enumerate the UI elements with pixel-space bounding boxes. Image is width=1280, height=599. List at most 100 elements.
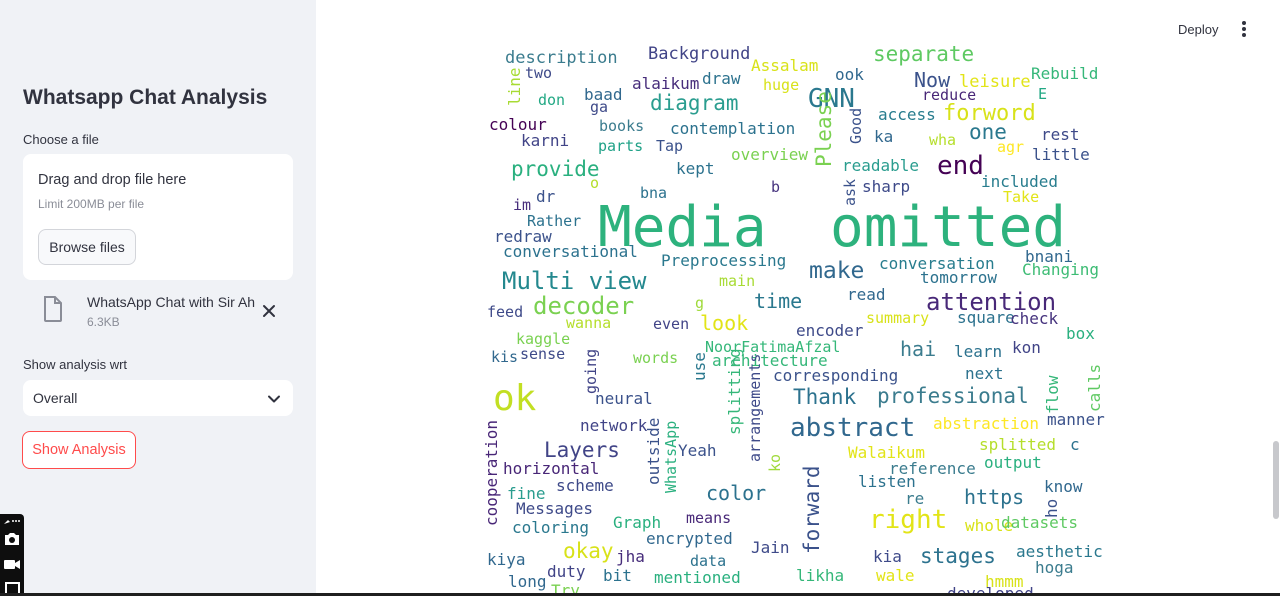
sidebar: Whatsapp Chat Analysis Choose a file Dra… <box>0 0 316 596</box>
wordcloud-word: arrangements <box>746 354 764 462</box>
wordcloud-word: abstract <box>790 413 915 443</box>
wordcloud-word: ko <box>766 454 784 472</box>
wordcloud-word: attention <box>926 288 1056 316</box>
wordcloud-word: architecture <box>712 351 828 370</box>
screenshot-button[interactable] <box>3 531 21 547</box>
wordcloud-word: books <box>599 117 644 135</box>
wordcloud-word: stages <box>920 544 996 568</box>
wordcloud-word: Good <box>847 108 865 144</box>
wordcloud-word: box <box>1066 324 1095 343</box>
wordcloud-word: tomorrow <box>920 268 997 287</box>
wordcloud-word: splitted <box>979 435 1056 454</box>
wordcloud-word: forward <box>800 465 824 554</box>
analysis-select-label: Show analysis wrt <box>23 357 128 372</box>
wordcloud-word: splitting <box>725 348 744 435</box>
wordcloud-word: use <box>690 352 709 381</box>
wordcloud-word: whole <box>965 516 1013 535</box>
pen-icon <box>4 520 20 524</box>
main-menu-button[interactable] <box>1234 18 1254 40</box>
wordcloud-word: Please <box>812 91 836 167</box>
wordcloud-word: contemplation <box>670 119 795 138</box>
wordcloud-word: reference <box>889 459 976 478</box>
wordcloud-word: karni <box>521 131 569 150</box>
wordcloud-word: bnani <box>1025 247 1073 266</box>
wordcloud-word: c <box>1070 435 1080 454</box>
wordcloud-word: Walaikum <box>848 443 925 462</box>
wordcloud-word: im <box>513 196 531 214</box>
wordcloud-word: going <box>582 349 600 394</box>
vertical-scrollbar[interactable] <box>1273 441 1279 519</box>
wordcloud-word: forword <box>943 101 1036 126</box>
file-dropzone[interactable]: Drag and drop file here Limit 200MB per … <box>23 154 293 280</box>
wordcloud-word: main <box>719 272 755 290</box>
wordcloud-word: line <box>505 67 524 106</box>
wordcloud-word: fine <box>507 484 546 503</box>
wordcloud-word: alaikum <box>632 74 699 93</box>
wordcloud-word: know <box>1044 477 1083 496</box>
remove-file-button[interactable] <box>259 301 279 321</box>
wordcloud-word: re <box>905 489 924 508</box>
wordcloud-word: hmmm <box>985 572 1024 591</box>
dropzone-title: Drag and drop file here <box>38 172 187 188</box>
wordcloud-word: calls <box>1085 364 1104 412</box>
wordcloud-word: cooperation <box>482 420 501 526</box>
uploaded-file-name: WhatsApp Chat with Sir Ahmad <box>87 294 255 310</box>
wordcloud-word: kon <box>1012 338 1041 357</box>
wordcloud-word: NoorFatimaAfzal <box>705 338 840 356</box>
deploy-button[interactable]: Deploy <box>1174 18 1222 40</box>
wordcloud-word: b <box>771 178 780 196</box>
wordcloud-word: Changing <box>1022 260 1099 279</box>
show-analysis-button[interactable]: Show Analysis <box>22 431 136 469</box>
wordcloud-word: encrypted <box>646 529 733 548</box>
wordcloud-word: corresponding <box>773 366 898 385</box>
record-video-button[interactable] <box>3 556 21 572</box>
wordcloud-word: included <box>981 172 1058 191</box>
wordcloud-word: manner <box>1047 410 1105 429</box>
wordcloud-word: Layers <box>544 438 620 462</box>
wordcloud-word: Thank <box>793 385 857 409</box>
wordcloud-word: learn <box>954 342 1002 361</box>
wordcloud-word: decoder <box>533 292 634 320</box>
wordcloud-word: Media <box>598 195 767 260</box>
wordcloud-word: horizontal <box>503 459 599 478</box>
dropzone-limit: Limit 200MB per file <box>38 197 145 211</box>
wordcloud-word: even <box>653 315 689 333</box>
wordcloud-word: agr <box>997 138 1024 156</box>
bottom-divider <box>0 593 1280 596</box>
wordcloud-word: draw <box>702 69 741 88</box>
wordcloud-word: one <box>969 120 1007 144</box>
analysis-select-value: Overall <box>33 390 78 406</box>
wordcloud-word: make <box>809 258 864 284</box>
wordcloud-word: listen <box>858 472 916 491</box>
wordcloud-word: description <box>505 48 618 68</box>
wordcloud-word: conversation <box>879 254 995 273</box>
wordcloud-word: look <box>700 311 748 335</box>
wordcloud-word: end <box>937 151 984 181</box>
wordcloud-word: aesthetic <box>1016 542 1103 561</box>
wordcloud-word: right <box>869 505 947 535</box>
wordcloud-word: wale <box>876 566 915 585</box>
wordcloud-word: ook <box>835 65 864 84</box>
wordcloud-word: outside <box>644 418 663 485</box>
wordcloud-word: read <box>847 285 886 304</box>
wordcloud-word: ga <box>590 98 608 116</box>
wordcloud-word: don <box>538 91 565 109</box>
wordcloud-word: omitted <box>830 195 1066 260</box>
wordcloud-image: description Background separate line two alai… <box>480 44 1110 596</box>
wordcloud-word: likha <box>796 566 844 585</box>
wordcloud-word: Multi view <box>502 267 647 295</box>
wordcloud-word: Preprocessing <box>661 251 786 270</box>
wordcloud-word: overview <box>731 145 808 164</box>
analysis-select[interactable]: Overall <box>23 380 293 416</box>
wordcloud-word: summary <box>866 309 929 327</box>
wordcloud-word: Rather <box>527 212 581 230</box>
browse-files-button[interactable]: Browse files <box>38 229 136 265</box>
wordcloud-word: coloring <box>512 518 589 537</box>
wordcloud-word: Assalam <box>751 56 818 75</box>
wordcloud-word: Now <box>914 68 951 92</box>
wordcloud-word: words <box>633 349 678 367</box>
wordcloud-word: datasets <box>1001 513 1078 532</box>
wordcloud-word: Background <box>648 44 750 64</box>
chevron-down-icon <box>267 391 281 410</box>
wordcloud-word: kiya <box>487 550 526 569</box>
